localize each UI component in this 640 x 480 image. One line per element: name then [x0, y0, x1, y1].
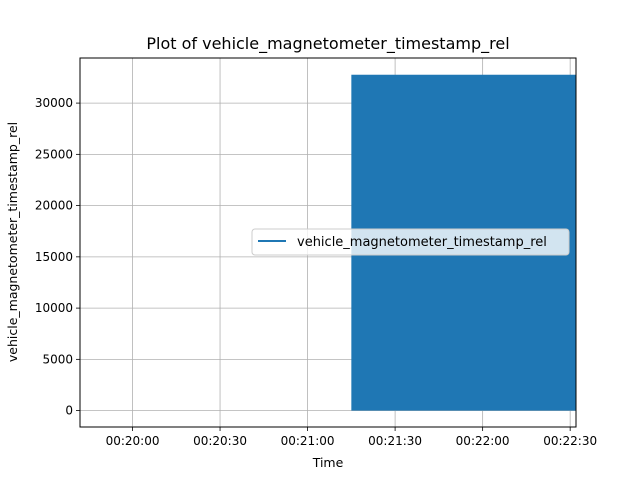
- x-axis-ticks: 00:20:00 00:20:30 00:21:00 00:21:30 00:22:00…: [106, 427, 597, 448]
- chart-title: Plot of vehicle_magnetometer_timestamp_r…: [146, 34, 509, 54]
- y-tick-label: 20000: [35, 199, 73, 213]
- x-tick-label: 00:22:30: [543, 434, 597, 448]
- x-tick-label: 00:20:30: [193, 434, 247, 448]
- legend: vehicle_magnetometer_timestamp_rel: [251, 228, 570, 256]
- y-tick-label: 0: [65, 404, 73, 418]
- x-axis-label: Time: [312, 455, 344, 470]
- x-tick-label: 00:20:00: [106, 434, 160, 448]
- y-tick-label: 30000: [35, 96, 73, 110]
- y-tick-label: 25000: [35, 147, 73, 161]
- plot-frame: [79, 57, 577, 428]
- y-axis-label: vehicle_magnetometer_timestamp_rel: [5, 122, 20, 362]
- y-tick-label: 5000: [42, 352, 73, 366]
- y-axis-ticks: 0 5000 10000 15000 20000 25000 30000: [35, 96, 80, 418]
- legend-label: vehicle_magnetometer_timestamp_rel: [297, 235, 547, 250]
- y-tick-label: 10000: [35, 301, 73, 315]
- x-tick-label: 00:22:00: [456, 434, 510, 448]
- x-tick-label: 00:21:30: [368, 434, 422, 448]
- y-tick-label: 15000: [35, 250, 73, 264]
- legend-box: [251, 228, 570, 256]
- x-tick-label: 00:21:00: [281, 434, 335, 448]
